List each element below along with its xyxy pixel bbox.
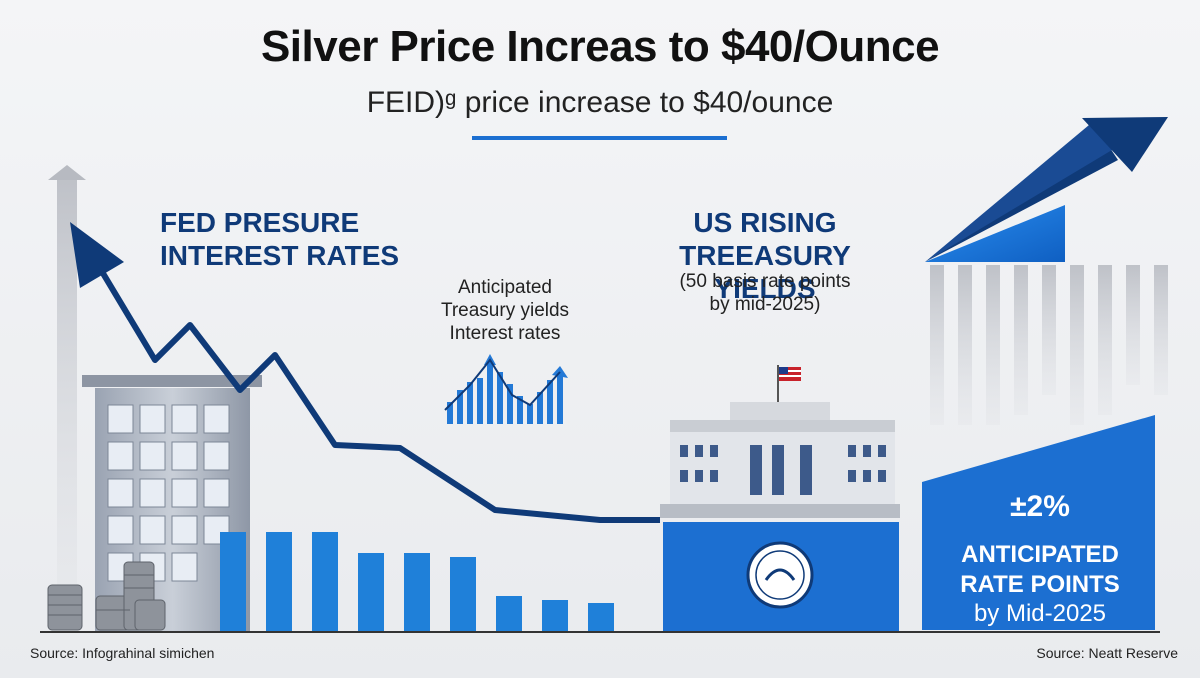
heading-line: FED PRESURE [160,207,360,238]
anticipated-rate-date: by Mid-2025 [973,600,1107,627]
rate-percent: ±2% [1010,490,1070,523]
text-line: by mid-2025) [709,294,821,315]
silver-coin-stacks [47,561,166,631]
heading-line: TREEASURY YIELDS [679,240,851,304]
source-right: Source: Neatt Reserve [1036,645,1178,661]
text-line: (50 basis rate points [679,271,851,292]
declining-rate-line [70,222,660,523]
rising-bars-icon [444,354,568,424]
source-left: Source: Infograhinal simichen [30,645,215,661]
blue-bar-series [220,532,614,632]
heading-line: INTEREST RATES [160,240,400,271]
federal-reserve-seal-icon [746,541,814,609]
us-flag-icon [779,367,801,381]
anticipated-yields-text: Anticipated Treasury yields Interest rat… [400,276,610,345]
heading-line: US RISING [693,207,837,238]
arrowhead-icon [70,222,124,288]
office-building [82,375,262,633]
page-title: Silver Price Increas to $40/Ounce [260,22,940,71]
subtitle-underline [472,136,727,140]
basis-points-text: (50 basis rate points by mid-2025) [620,270,910,316]
fed-pressure-heading: FED PRESURE INTEREST RATES [160,206,399,272]
anticipated-rate-label: ANTICIPATED RATE POINTS [940,540,1140,600]
label-line: RATE POINTS [960,571,1120,598]
anticipated-rate-panel [922,415,1155,630]
page-subtitle: FEID)ᵍ price increase to $40/ounce [366,86,834,119]
text-line: Treasury yields [440,300,570,321]
rising-yields-heading: US RISING TREEASURY YIELDS [640,206,890,305]
faded-up-arrow-icon [48,165,86,600]
label-line: ANTICIPATED [961,541,1119,568]
text-line: Interest rates [449,323,561,344]
text-line: Anticipated [457,277,552,298]
faded-columns [930,265,1168,425]
rising-price-arrow-icon [925,117,1168,262]
federal-reserve-building [660,365,900,632]
